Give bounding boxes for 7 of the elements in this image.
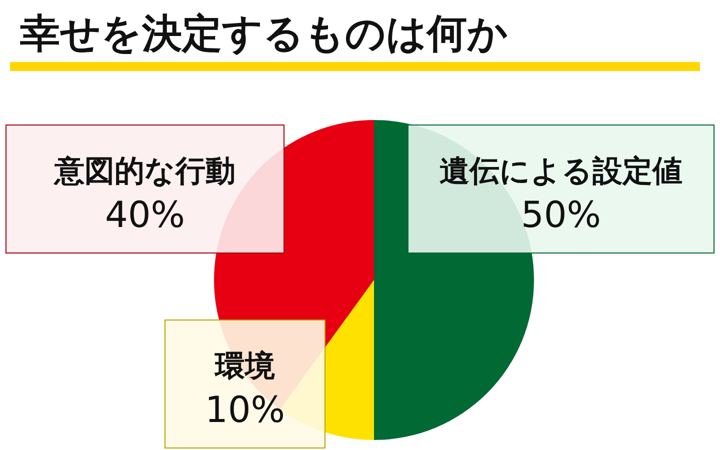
data-label: 10% (204, 390, 286, 431)
data-label: 40% (104, 195, 186, 236)
slice-label: 意図的な行動 (52, 154, 236, 189)
slice-label: 遺伝による設定値 (440, 154, 682, 189)
chart-title: 幸せを決定するものは何か (20, 10, 508, 59)
data-label: 50% (520, 195, 602, 236)
slice-label: 環境 (214, 349, 275, 384)
